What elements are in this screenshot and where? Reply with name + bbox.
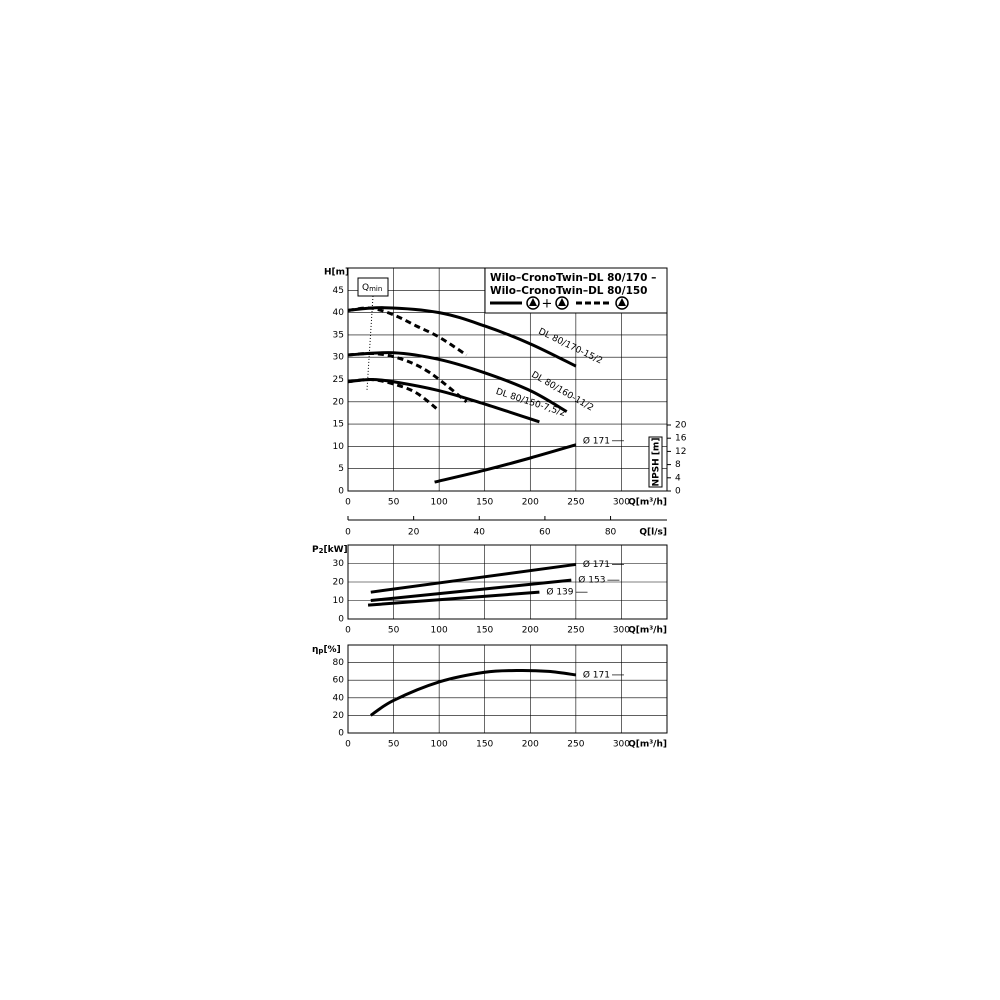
- qmin-line: [366, 295, 374, 391]
- y-tick-label: 30: [333, 559, 345, 569]
- x-tick-label: 0: [345, 740, 351, 750]
- x-tick-label: 300: [613, 498, 630, 508]
- x2-tick-label: 20: [408, 528, 420, 538]
- y-tick-label: 60: [333, 676, 345, 686]
- x-tick-label: 150: [476, 740, 493, 750]
- curve-label: Ø 171: [583, 559, 610, 570]
- x-tick-label: 150: [476, 498, 493, 508]
- x-tick-label: 50: [388, 626, 400, 636]
- y-axis-subscript: p: [318, 647, 323, 655]
- x-axis-label: Q[m³/h]: [628, 498, 667, 508]
- x2-tick-label: 40: [474, 528, 486, 538]
- title-line: Wilo–CronoTwin–DL 80/150: [490, 285, 648, 297]
- title-box: [484, 267, 668, 314]
- plot-frame: [347, 544, 668, 620]
- x-tick-label: 200: [522, 626, 539, 636]
- curve-label: Ø 171: [583, 669, 610, 680]
- panel: 0 50 100 150 200 250 300 0 10 20 30 Q[m³/h] P2[kW] Ø …: [312, 544, 668, 636]
- x-tick-label: 150: [476, 626, 493, 636]
- x-axis-label: Q[m³/h]: [628, 740, 667, 750]
- x-tick-label: 200: [522, 498, 539, 508]
- y-axis-symbol: P: [312, 545, 319, 555]
- x-tick-label: 250: [567, 626, 584, 636]
- curve: [347, 351, 468, 403]
- y-tick-label: 45: [333, 286, 344, 296]
- curve: [347, 351, 568, 413]
- y2-tick-label: 16: [675, 434, 687, 444]
- y-axis-unit: [%]: [323, 645, 340, 655]
- x-tick-label: 250: [567, 740, 584, 750]
- y-axis-subscript: 2: [319, 547, 324, 555]
- curve-label: DL 80/170-15/2: [537, 327, 604, 367]
- x-tick-label: 250: [567, 498, 584, 508]
- qmin-text: Q: [362, 283, 369, 293]
- x-tick-label: 100: [431, 740, 448, 750]
- y-tick-label: 40: [333, 308, 345, 318]
- x-tick-label: 300: [613, 740, 630, 750]
- y-tick-label: 10: [333, 442, 345, 452]
- y-tick-label: 25: [333, 375, 344, 385]
- x2-tick-label: 60: [539, 528, 551, 538]
- y-axis-symbol: η: [312, 645, 318, 655]
- pump-icon: [526, 296, 540, 310]
- x-tick-label: 100: [431, 498, 448, 508]
- curve: [347, 377, 441, 412]
- y-tick-label: 0: [338, 487, 344, 497]
- legend-plus: +: [542, 297, 553, 312]
- y-tick-label: 10: [333, 596, 345, 606]
- curve-label: Ø 139: [546, 587, 573, 598]
- pump-icon: [555, 296, 569, 310]
- qmin-subscript: min: [369, 285, 382, 293]
- y-tick-label: 5: [338, 464, 344, 474]
- x-tick-label: 50: [388, 498, 400, 508]
- pump-icon: [615, 296, 629, 310]
- y-tick-label: 15: [333, 420, 344, 430]
- y2-tick-label: 8: [675, 460, 681, 470]
- y2-tick-label: 4: [675, 473, 681, 483]
- y-tick-label: 20: [333, 578, 345, 588]
- x2-axis-label: Q[l/s]: [639, 528, 667, 538]
- y-tick-label: 30: [333, 353, 345, 363]
- y-axis-unit: [kW]: [323, 545, 347, 555]
- curve: [370, 578, 572, 602]
- y-tick-label: 0: [338, 729, 344, 739]
- y-tick-label: 0: [338, 615, 344, 625]
- curve: [370, 562, 577, 594]
- y-axis-label: P2[kW]: [312, 545, 348, 556]
- curve-label: Ø 171: [583, 435, 610, 446]
- qmin-label: Qmin: [362, 283, 382, 294]
- x-tick-label: 0: [345, 626, 351, 636]
- curve: [367, 590, 540, 607]
- curve-label: Ø 153: [578, 575, 605, 586]
- y-axis-label: ηp[%]: [312, 645, 341, 656]
- y-tick-label: 20: [333, 397, 345, 407]
- plot-frame: [347, 644, 668, 734]
- x-tick-label: 100: [431, 626, 448, 636]
- curve: [369, 668, 577, 717]
- y-tick-label: 80: [333, 658, 345, 668]
- title-line: Wilo–CronoTwin–DL 80/170 –: [490, 272, 656, 284]
- y2-tick-label: 0: [675, 487, 681, 497]
- y-axis-label: H[m]: [324, 268, 349, 278]
- legend: +: [490, 296, 629, 312]
- x2-tick-label: 0: [345, 528, 351, 538]
- curve: [347, 306, 468, 357]
- y2-axis-label: NPSH [m]: [652, 438, 662, 487]
- y2-tick-label: 12: [675, 447, 686, 457]
- x-tick-label: 200: [522, 740, 539, 750]
- y-tick-label: 35: [333, 330, 344, 340]
- y2-label-box: [648, 436, 663, 488]
- y-tick-label: 40: [333, 693, 345, 703]
- x-tick-label: 50: [388, 740, 400, 750]
- panel: 0 50 100 150 200 250 300 0 20 40 60 80 Q[m³/h] ηp[%] Ø…: [312, 644, 668, 750]
- x2-tick-label: 80: [605, 528, 617, 538]
- y-tick-label: 20: [333, 711, 345, 721]
- curve: [434, 443, 577, 484]
- x-tick-label: 0: [345, 498, 351, 508]
- x-tick-label: 300: [613, 626, 630, 636]
- y2-tick-label: 20: [675, 421, 687, 431]
- x-axis-label: Q[m³/h]: [628, 626, 667, 636]
- curve: [347, 306, 577, 368]
